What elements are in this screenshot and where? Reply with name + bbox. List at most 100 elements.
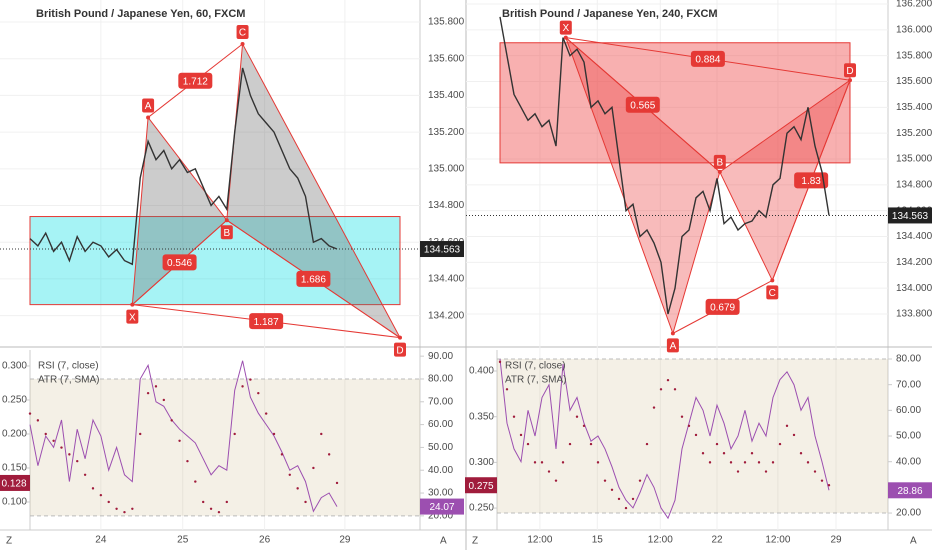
atr-dot	[217, 510, 221, 514]
x-tick-label: 29	[339, 535, 351, 546]
ratio-box	[178, 72, 213, 89]
atr-dot	[162, 398, 166, 402]
atr-dot	[624, 506, 628, 510]
point-box	[559, 20, 572, 35]
atr-dot	[764, 470, 768, 473]
y-tick-label: 134.400	[896, 231, 932, 242]
atr-tick-label: 0.250	[2, 395, 27, 406]
point-label: C	[769, 288, 776, 299]
atr-dot	[631, 497, 635, 501]
rsi-tick-label: 40.00	[896, 456, 921, 467]
rsi-tick-label: 40.00	[428, 465, 453, 476]
atr-dot	[575, 415, 579, 418]
atr-dot	[498, 360, 502, 364]
atr-dot	[280, 453, 284, 456]
rsi-tag-label: 24.07	[429, 502, 454, 513]
atr-dot	[519, 433, 523, 437]
point-label: B	[223, 228, 230, 239]
y-tick-label: 135.000	[428, 163, 465, 174]
point-box	[844, 63, 856, 78]
price-line	[499, 16, 830, 315]
y-tick-label: 135.600	[428, 53, 465, 64]
point-box	[766, 285, 779, 300]
point-label: D	[846, 66, 853, 77]
atr-dot	[68, 453, 71, 456]
atr-dot	[687, 424, 691, 428]
atr-tag	[465, 477, 497, 494]
y-tick-label: 135.800	[896, 50, 932, 61]
price-tag-label: 134.563	[424, 245, 461, 256]
atr-dot	[813, 470, 817, 473]
atr-dot	[680, 415, 684, 418]
atr-dot	[715, 442, 719, 446]
atr-dot	[304, 500, 307, 504]
atr-dot	[107, 500, 110, 504]
atr-dot	[28, 412, 32, 415]
atr-dot	[44, 432, 47, 436]
y-tick-label: 135.200	[428, 127, 465, 138]
point-box	[142, 98, 155, 113]
atr-dot	[249, 378, 252, 381]
ratio-box	[794, 172, 829, 189]
atr-dot	[603, 479, 607, 482]
ratio-box	[162, 254, 197, 271]
chart-title: British Pound / Japanese Yen, 60, FXCM	[36, 8, 245, 20]
atr-dot	[505, 388, 509, 391]
ratio-label: 1.686	[301, 275, 326, 286]
atr-dot	[170, 419, 173, 422]
y-tick-label: 135.600	[896, 76, 932, 87]
x-tick-label: 29	[830, 535, 842, 546]
atr-dot	[139, 432, 142, 436]
y-tick-label: 135.200	[896, 128, 932, 139]
atr-dot	[652, 406, 656, 409]
y-tick-label: 136.200	[896, 0, 932, 10]
atr-dot	[115, 507, 118, 510]
point-label: B	[716, 158, 723, 169]
atr-dot	[701, 452, 705, 455]
atr-dot	[750, 452, 754, 455]
indicator-legend: ATR (7, SMA)	[505, 375, 566, 386]
point-box	[666, 338, 679, 353]
rsi-tick-label: 60.00	[896, 405, 921, 416]
rsi-tick-label: 50.00	[896, 431, 921, 442]
x-tick-label: 12:00	[527, 535, 552, 546]
atr-tick-label: 0.250	[469, 503, 494, 514]
atr-dot	[673, 388, 677, 391]
ratio-label: 0.884	[695, 55, 720, 66]
atr-dot	[257, 391, 260, 395]
atr-dot	[178, 439, 181, 442]
atr-dot	[312, 466, 315, 470]
ratio-label: 1.83	[801, 176, 821, 187]
x-tick-label: 15	[592, 535, 604, 546]
point-box	[126, 309, 139, 324]
x-tick-label: 22	[711, 535, 723, 546]
point-label: A	[145, 101, 152, 112]
atr-tick-label: 0.100	[2, 497, 27, 508]
rsi-tick-label: 60.00	[428, 419, 453, 430]
ratio-label: 1.712	[183, 76, 208, 87]
atr-tick-label: 0.400	[469, 366, 494, 377]
atr-dot	[296, 487, 299, 490]
pattern-point	[146, 115, 151, 120]
y-tick-label: 135.000	[896, 154, 932, 165]
rsi-tick-label: 70.00	[896, 379, 921, 390]
atr-dot	[757, 461, 761, 464]
ratio-box	[249, 313, 284, 330]
rsi-band	[30, 378, 420, 516]
indicator-legend: ATR (7, SMA)	[38, 375, 99, 386]
atr-dot	[52, 439, 55, 442]
atr-dot	[264, 412, 268, 415]
atr-tick-label: 0.300	[469, 457, 494, 468]
atr-dot	[526, 442, 530, 446]
price-line	[29, 67, 338, 266]
atr-dot	[241, 385, 244, 388]
rsi-tick-label: 20.00	[428, 510, 453, 521]
atr-dot	[146, 391, 150, 395]
atr-dot	[83, 473, 87, 476]
x-tick-label: 24	[95, 535, 107, 546]
atr-dot	[568, 442, 572, 446]
point-box	[394, 342, 406, 357]
atr-dot	[827, 484, 831, 487]
atr-dot	[225, 500, 229, 504]
